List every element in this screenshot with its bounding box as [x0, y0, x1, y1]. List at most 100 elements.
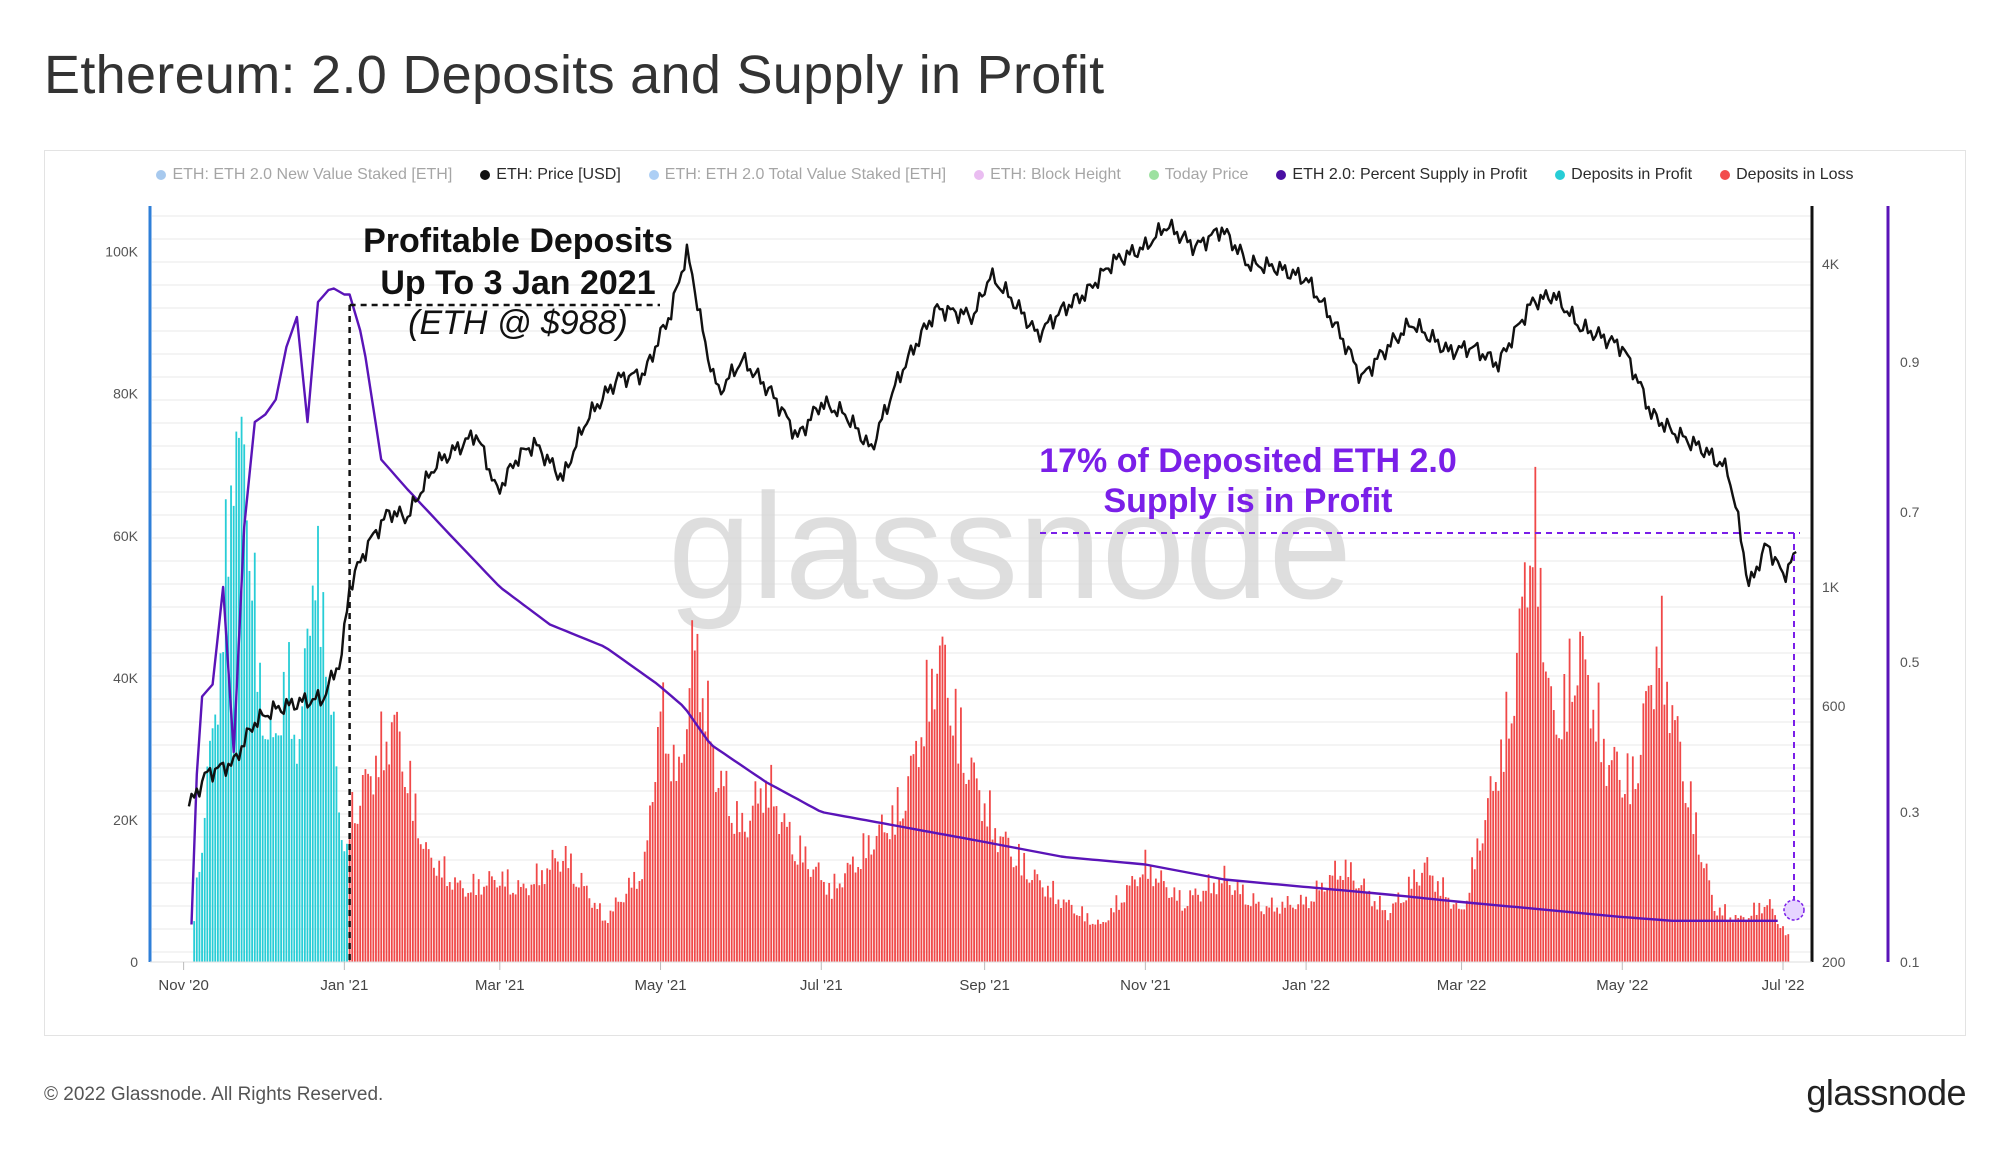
x-tick-label: Nov '21	[1120, 977, 1170, 994]
deposit-loss-bar	[944, 644, 947, 962]
deposit-loss-bar	[1086, 913, 1089, 962]
deposit-loss-bar	[1753, 902, 1755, 962]
deposit-profit-bar	[290, 738, 293, 962]
deposit-loss-bar	[1099, 923, 1102, 962]
deposit-loss-bar	[427, 849, 430, 962]
deposit-loss-bar	[707, 680, 709, 962]
deposit-profit-bar	[327, 681, 330, 962]
deposit-loss-bar	[1782, 926, 1784, 962]
deposit-loss-bar	[859, 869, 862, 962]
deposit-loss-bar	[799, 835, 802, 962]
deposit-loss-bar	[498, 885, 501, 962]
deposit-loss-bar	[1600, 762, 1603, 962]
deposit-loss-bar	[546, 868, 549, 962]
deposit-loss-bar	[1647, 685, 1650, 962]
deposit-loss-bar	[960, 707, 962, 962]
deposit-loss-bar	[382, 770, 385, 962]
deposit-loss-bar	[1423, 862, 1426, 962]
deposit-loss-bar	[1183, 908, 1186, 962]
legend-item-7[interactable]: Deposits in Loss	[1720, 166, 1854, 184]
legend-item-2[interactable]: ETH: ETH 2.0 Total Value Staked [ETH]	[648, 166, 946, 184]
deposit-loss-bar	[1334, 860, 1336, 962]
deposit-profit-bar	[322, 592, 325, 962]
deposit-loss-bar	[1284, 907, 1286, 962]
deposit-profit-bar	[319, 646, 322, 962]
x-tick-label: Jul '22	[1762, 977, 1805, 994]
deposit-loss-bar	[1787, 934, 1790, 962]
deposit-loss-bar	[1739, 915, 1742, 962]
deposit-loss-bar	[1023, 852, 1026, 962]
legend-item-1[interactable]: ETH: Price [USD]	[480, 166, 621, 184]
deposit-loss-bar	[783, 813, 786, 962]
deposit-loss-bar	[1705, 863, 1708, 962]
deposit-profit-bar	[214, 714, 217, 962]
deposit-loss-bar	[1015, 865, 1018, 962]
deposit-loss-bar	[1012, 867, 1015, 962]
deposit-loss-bar	[1202, 890, 1205, 962]
legend-item-0[interactable]: ETH: ETH 2.0 New Value Staked [ETH]	[156, 166, 452, 184]
deposit-loss-bar	[994, 828, 997, 962]
deposit-loss-bar	[1668, 733, 1671, 962]
deposit-loss-bar	[1234, 890, 1236, 962]
deposit-loss-bar	[693, 650, 696, 962]
deposit-profit-bar	[195, 877, 198, 962]
deposit-loss-bar	[828, 883, 831, 962]
deposit-loss-bar	[923, 746, 925, 962]
deposit-loss-bar	[1502, 771, 1505, 962]
deposit-loss-bar	[1381, 910, 1384, 962]
deposit-loss-bar	[772, 806, 775, 962]
deposit-loss-bar	[567, 868, 570, 962]
deposit-loss-bar	[1002, 836, 1004, 962]
deposit-loss-bar	[1170, 897, 1173, 962]
deposit-loss-bar	[1631, 756, 1634, 962]
legend-item-3[interactable]: ETH: Block Height	[974, 166, 1121, 184]
deposit-loss-bar	[917, 767, 920, 962]
annotation-profit-percent: 17% of Deposited ETH 2.0	[1039, 442, 1457, 480]
deposit-loss-bar	[1431, 875, 1434, 962]
deposit-loss-bar	[1057, 899, 1060, 962]
deposit-loss-bar	[1178, 890, 1181, 962]
deposit-loss-bar	[356, 823, 359, 962]
deposit-loss-bar	[1373, 901, 1376, 962]
deposit-loss-bar	[983, 803, 986, 962]
deposit-loss-bar	[1107, 920, 1110, 962]
deposit-loss-bar	[625, 893, 628, 962]
deposit-loss-bar	[496, 887, 499, 962]
deposit-loss-bar	[696, 633, 699, 962]
deposit-loss-bar	[601, 920, 604, 962]
deposit-loss-bar	[1384, 910, 1387, 962]
deposit-loss-bar	[1273, 911, 1276, 962]
deposit-loss-bar	[670, 781, 672, 962]
deposit-loss-bar	[701, 698, 704, 962]
deposit-loss-bar	[691, 620, 694, 962]
deposit-loss-bar	[622, 902, 625, 962]
deposit-loss-bar	[1650, 685, 1653, 962]
deposit-loss-bar	[1734, 914, 1737, 962]
deposit-loss-bar	[1126, 885, 1128, 962]
deposit-profit-bar	[259, 662, 261, 962]
deposit-loss-bar	[1510, 723, 1513, 962]
deposit-loss-bar	[1046, 885, 1049, 962]
deposit-loss-bar	[1033, 869, 1036, 962]
deposit-loss-bar	[396, 711, 398, 962]
y-price-tick-label: 4K	[1822, 256, 1840, 272]
page-title: Ethereum: 2.0 Deposits and Supply in Pro…	[44, 45, 1105, 105]
deposit-loss-bar	[512, 892, 514, 962]
deposit-loss-bar	[1102, 921, 1105, 962]
deposit-loss-bar	[488, 871, 491, 962]
deposit-loss-bar	[1400, 903, 1402, 962]
deposit-loss-bar	[1476, 838, 1479, 962]
legend-item-4[interactable]: Today Price	[1148, 166, 1248, 184]
deposit-loss-bar	[823, 881, 825, 962]
legend-item-5[interactable]: ETH 2.0: Percent Supply in Profit	[1276, 166, 1527, 184]
deposit-loss-bar	[535, 863, 538, 962]
deposit-loss-bar	[609, 910, 612, 962]
deposit-loss-bar	[730, 822, 733, 962]
deposit-loss-bar	[1724, 904, 1726, 962]
deposit-loss-bar	[996, 852, 999, 962]
deposit-loss-bar	[788, 821, 791, 962]
deposit-loss-bar	[1326, 888, 1329, 962]
legend-item-6[interactable]: Deposits in Profit	[1555, 166, 1692, 184]
deposit-loss-bar	[762, 812, 765, 962]
